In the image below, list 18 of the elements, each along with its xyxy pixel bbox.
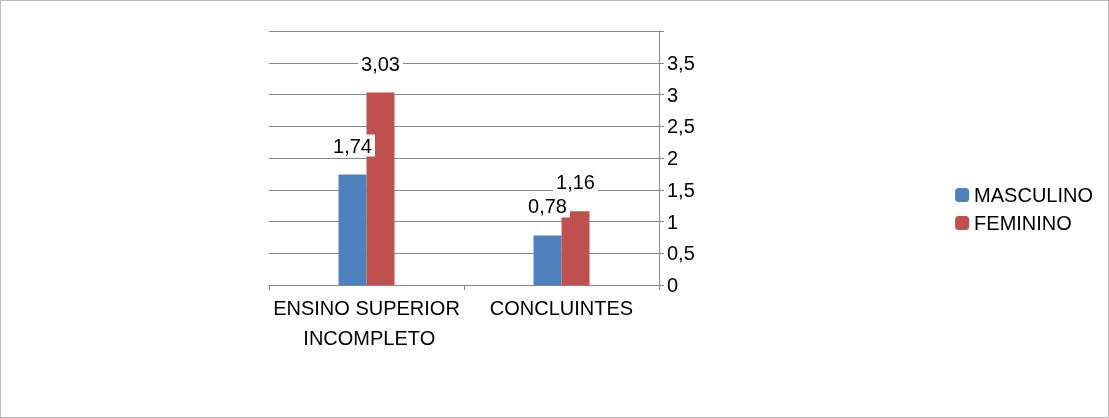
data-label: 0,78 xyxy=(528,195,567,218)
data-label: 3,03 xyxy=(361,52,400,75)
y-tick-label: 2 xyxy=(667,147,679,169)
bar xyxy=(533,235,562,285)
data-label: 1,74 xyxy=(333,134,372,157)
y-tick-label: 3,5 xyxy=(667,51,695,74)
y-tick-label: 3 xyxy=(667,83,679,106)
data-label: 1,16 xyxy=(556,171,595,194)
x-tick-label: ENSINO SUPERIOR INCOMPLETO xyxy=(273,297,460,349)
y-tick-label: 0,5 xyxy=(667,242,695,265)
y-tick-label: 2,5 xyxy=(667,115,695,138)
y-tick-label: 1 xyxy=(667,210,679,233)
legend-label: MASCULINO xyxy=(974,184,1093,206)
y-tick-label: 1,5 xyxy=(667,178,695,201)
x-tick-label: CONCLUINTES xyxy=(489,297,634,319)
bar xyxy=(338,174,367,285)
legend-label: FEMININO xyxy=(974,212,1072,234)
y-tick-label: 0 xyxy=(667,274,679,296)
